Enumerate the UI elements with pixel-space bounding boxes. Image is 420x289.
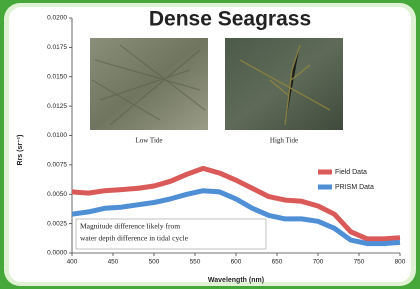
annotation-text: Magnitude difference likely from <box>80 222 180 231</box>
x-tick-label: 750 <box>354 259 365 266</box>
chart-title: Dense Seagrass <box>149 8 311 31</box>
x-tick-label: 550 <box>190 259 201 266</box>
chart: Dense Seagrass Low Tide High Tide Wavele… <box>0 0 420 289</box>
y-tick-label: 0.0150 <box>47 73 67 80</box>
x-tick-label: 650 <box>272 259 283 266</box>
y-axis-label: Rrs (sr⁻¹) <box>17 135 24 166</box>
y-tick-label: 0.0050 <box>47 191 67 198</box>
x-tick-label: 500 <box>149 259 160 266</box>
y-tick-label: 0.0000 <box>47 250 67 257</box>
photo-label: Low Tide <box>135 137 162 145</box>
photo-label: High Tide <box>270 137 298 145</box>
x-tick-label: 450 <box>108 259 119 266</box>
y-tick-label: 0.0200 <box>47 15 67 22</box>
x-tick-label: 700 <box>313 259 324 266</box>
y-tick-label: 0.0175 <box>47 44 67 51</box>
x-tick-label: 600 <box>231 259 242 266</box>
y-tick-label: 0.0100 <box>47 132 67 139</box>
annotation-text: water depth difference in tidal cycle <box>80 234 189 243</box>
x-axis-label: Wavelength (nm) <box>208 277 264 284</box>
y-tick-label: 0.0125 <box>47 103 67 110</box>
legend-label: Field Data <box>335 169 367 176</box>
x-tick-label: 800 <box>395 259 406 266</box>
x-tick-label: 400 <box>67 259 78 266</box>
legend-label: PRISM Data <box>335 184 374 191</box>
y-tick-label: 0.0025 <box>47 220 67 227</box>
y-tick-label: 0.0075 <box>47 162 67 169</box>
page: {"chart_data": {"type": "line", "title":… <box>0 0 420 289</box>
